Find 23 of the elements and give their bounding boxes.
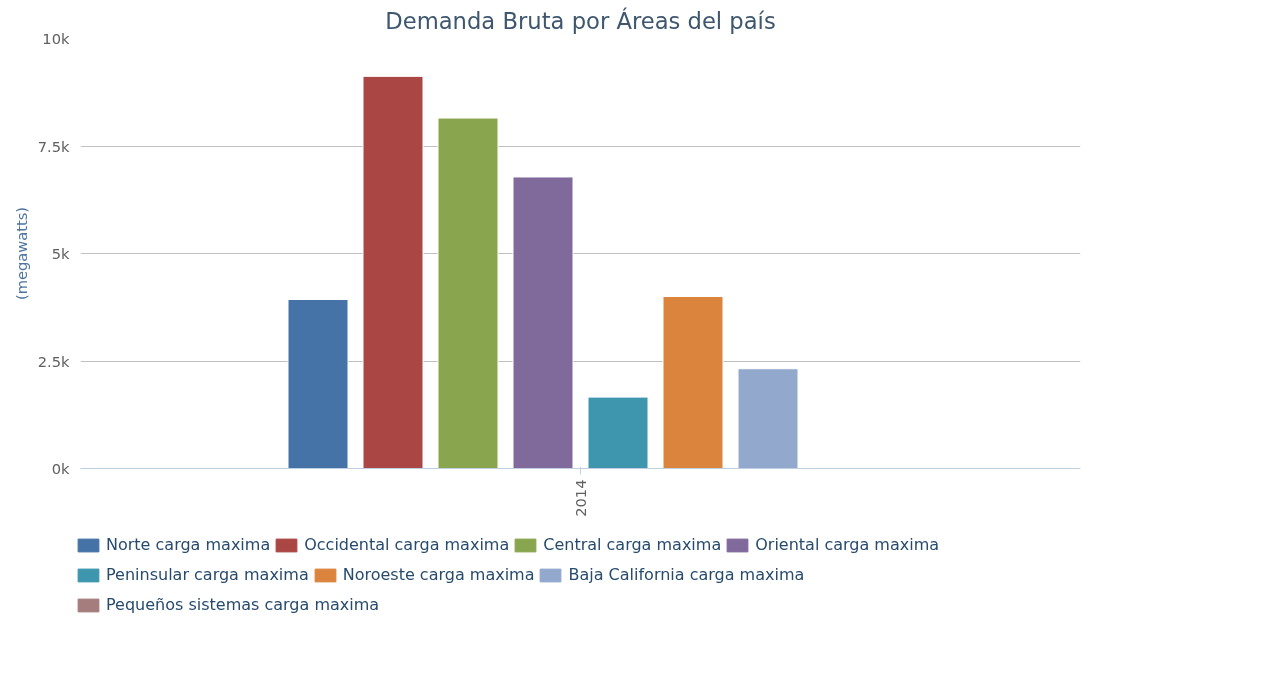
legend-label: Central carga maxima	[543, 535, 722, 554]
bar	[362, 75, 424, 469]
bar	[512, 176, 574, 469]
y-tick-label: 2.5k	[37, 352, 71, 370]
y-tick-label: 7.5k	[37, 137, 71, 155]
legend-label: Noroeste carga maxima	[342, 565, 535, 584]
y-tick-label: 10k	[42, 30, 71, 47]
y-tick-label: 0k	[51, 460, 71, 477]
x-tick-label: 2014	[571, 479, 589, 517]
chart-title: Demanda Bruta por Áreas del país	[385, 6, 776, 34]
bar	[287, 299, 349, 469]
y-axis-title: (megawatts)	[12, 206, 30, 301]
legend-label: Oriental carga maxima	[755, 535, 940, 554]
y-tick-label: 5k	[51, 245, 71, 262]
bar	[587, 396, 649, 469]
legend-label: Pequeños sistemas carga maxima	[106, 595, 380, 614]
legend-label: Norte carga maxima	[106, 535, 271, 554]
bar	[662, 296, 724, 469]
legend-label: Occidental carga maxima	[304, 535, 510, 554]
legend-label: Peninsular carga maxima	[106, 565, 309, 584]
bar	[437, 117, 499, 469]
legend-label: Baja California carga maxima	[568, 565, 805, 584]
bar	[737, 368, 799, 469]
